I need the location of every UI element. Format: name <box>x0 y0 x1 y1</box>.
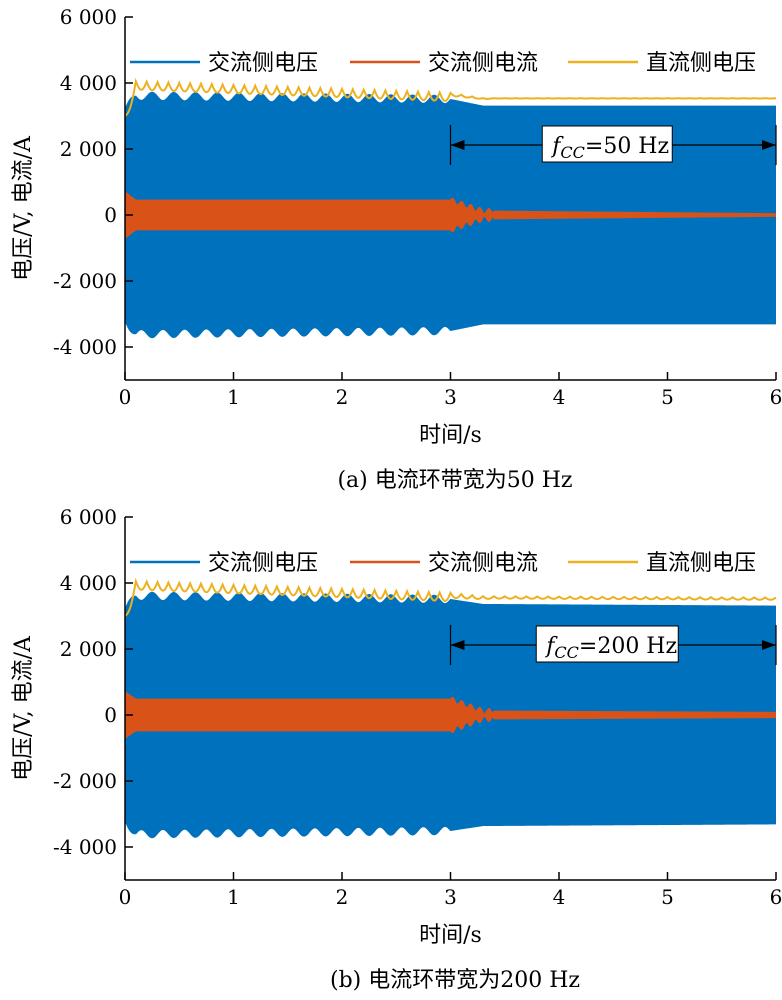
chart-a-y-tick-label: 0 <box>104 203 117 227</box>
chart-b-y-tick-label: 4 000 <box>60 571 117 595</box>
chart-b-x-tick-label: 3 <box>444 885 457 909</box>
chart-a-axes: 0 1 2 3 4 5 6 -4 000 -2 000 0 2 000 4 000 6 000 <box>53 5 782 409</box>
chart-b-x-tick-label: 4 <box>553 885 566 909</box>
chart-b-series-dc-voltage <box>125 577 776 617</box>
chart-a-x-tick-label: 4 <box>553 385 566 409</box>
chart-a-legend: 交流侧电压 交流侧电流 直流侧电压 <box>130 51 756 76</box>
chart-b-x-tick-label: 0 <box>119 885 132 909</box>
chart-a-x-tick-label: 5 <box>661 385 674 409</box>
chart-a-series-ac-current <box>125 191 776 239</box>
chart-b-annotation-label: fCC=200 Hz <box>544 634 677 662</box>
chart-a-y-tick-label: 6 000 <box>60 5 117 29</box>
chart-b-y-tick-label: -4 000 <box>53 835 117 859</box>
chart-panel-a: 0 1 2 3 4 5 6 -4 000 -2 000 0 2 000 4 000 6 000 时间/s 电… <box>11 5 782 493</box>
chart-a-annotation-label: fCC=50 Hz <box>550 134 669 162</box>
chart-b-x-tick-label: 5 <box>661 885 674 909</box>
chart-b-legend: 交流侧电压 交流侧电流 直流侧电压 <box>130 551 756 576</box>
chart-a-y-tick-label: -2 000 <box>53 269 117 293</box>
chart-b-x-axis-title: 时间/s <box>419 923 482 948</box>
chart-b-x-tick-label: 2 <box>336 885 349 909</box>
chart-b-x-tick-label: 1 <box>227 885 240 909</box>
chart-a-x-tick-label: 3 <box>444 385 457 409</box>
chart-a-legend-label: 交流侧电压 <box>208 51 318 76</box>
chart-a: 0 1 2 3 4 5 6 -4 000 -2 000 0 2 000 4 000 6 000 时间/s 电… <box>11 5 782 493</box>
chart-a-caption: (a) 电流环带宽为50 Hz <box>337 468 572 493</box>
chart-b-caption: (b) 电流环带宽为200 Hz <box>330 968 580 993</box>
chart-a-x-tick-label: 2 <box>336 385 349 409</box>
chart-panel-b: 0 1 2 3 4 5 6 -4 000 -2 000 0 2 000 4 000 6 000 时间/s 电… <box>0 500 782 1000</box>
chart-b-legend-label: 交流侧电流 <box>428 551 538 576</box>
chart-a-y-tick-label: 4 000 <box>60 71 117 95</box>
chart-a-legend-label: 直流侧电压 <box>646 51 756 76</box>
chart-b-y-tick-label: 0 <box>104 703 117 727</box>
chart-b-y-tick-label: 2 000 <box>60 637 117 661</box>
chart-b-legend-label: 交流侧电压 <box>208 551 318 576</box>
chart-a-bandwidth-annotation: fCC=50 Hz <box>449 125 777 165</box>
chart-a-plot-area <box>125 77 776 339</box>
chart-a-legend-label: 交流侧电流 <box>428 51 538 76</box>
chart-b-series-ac-current <box>125 691 776 739</box>
chart-b-x-tick-label: 6 <box>770 885 782 909</box>
chart-b-bandwidth-annotation: fCC=200 Hz <box>449 625 777 665</box>
chart-b-legend-label: 直流侧电压 <box>646 551 756 576</box>
chart-b-axes: 0 1 2 3 4 5 6 -4 000 -2 000 0 2 000 4 000 6 000 <box>53 505 782 909</box>
chart-a-x-tick-label: 1 <box>227 385 240 409</box>
chart-b-y-axis-title: 电压/V, 电流/A <box>11 635 36 781</box>
chart-b-y-tick-label: 6 000 <box>60 505 117 529</box>
chart-a-x-tick-label: 0 <box>119 385 132 409</box>
chart-a-series-dc-voltage <box>125 77 776 117</box>
chart-a-y-axis-title: 电压/V, 电流/A <box>11 135 36 281</box>
chart-b-plot-area <box>125 577 776 839</box>
chart-a-x-tick-label: 6 <box>770 385 782 409</box>
chart-a-y-tick-label: -4 000 <box>53 335 117 359</box>
chart-a-y-tick-label: 2 000 <box>60 137 117 161</box>
chart-b: 0 1 2 3 4 5 6 -4 000 -2 000 0 2 000 4 000 6 000 时间/s 电… <box>11 505 782 993</box>
chart-b-y-tick-label: -2 000 <box>53 769 117 793</box>
chart-a-x-axis-title: 时间/s <box>419 423 482 448</box>
